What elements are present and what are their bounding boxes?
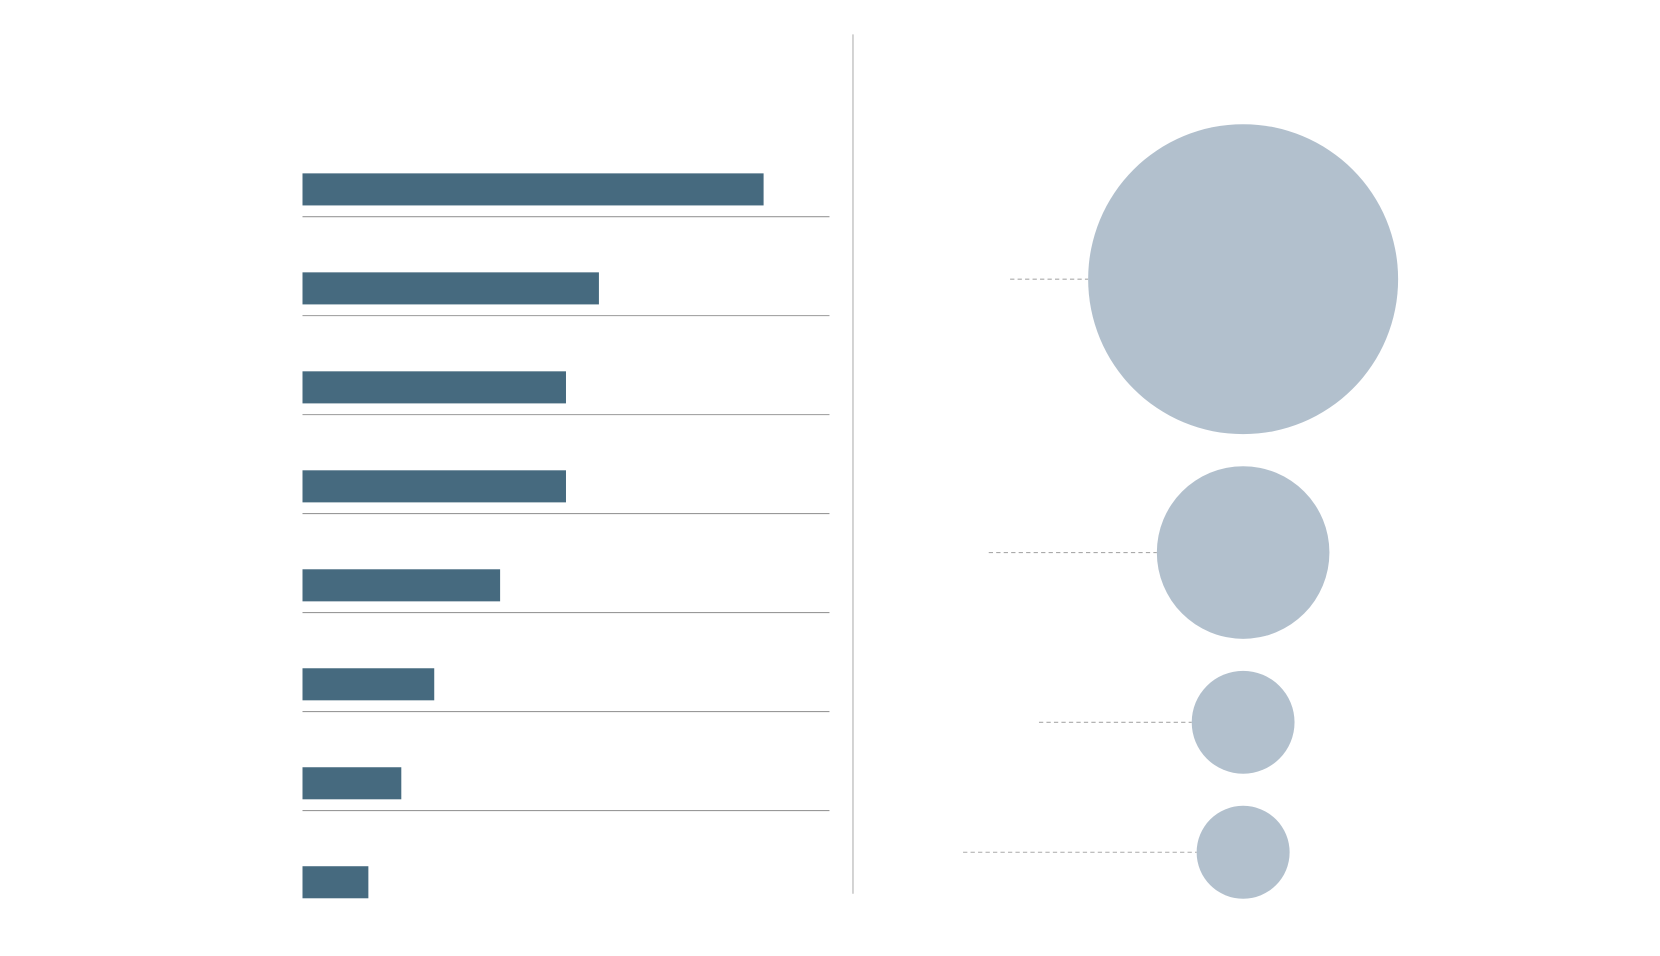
bubble: [1088, 124, 1399, 435]
bubble: [1191, 670, 1295, 774]
bubble: [1196, 805, 1290, 899]
bar: [302, 272, 599, 305]
bar: [302, 371, 566, 404]
bar: [302, 767, 402, 800]
bar: [302, 173, 764, 206]
bar: [302, 866, 369, 899]
bar: [302, 668, 435, 701]
bar: [302, 470, 566, 503]
bubble: [1156, 466, 1330, 639]
bar: [302, 569, 501, 602]
